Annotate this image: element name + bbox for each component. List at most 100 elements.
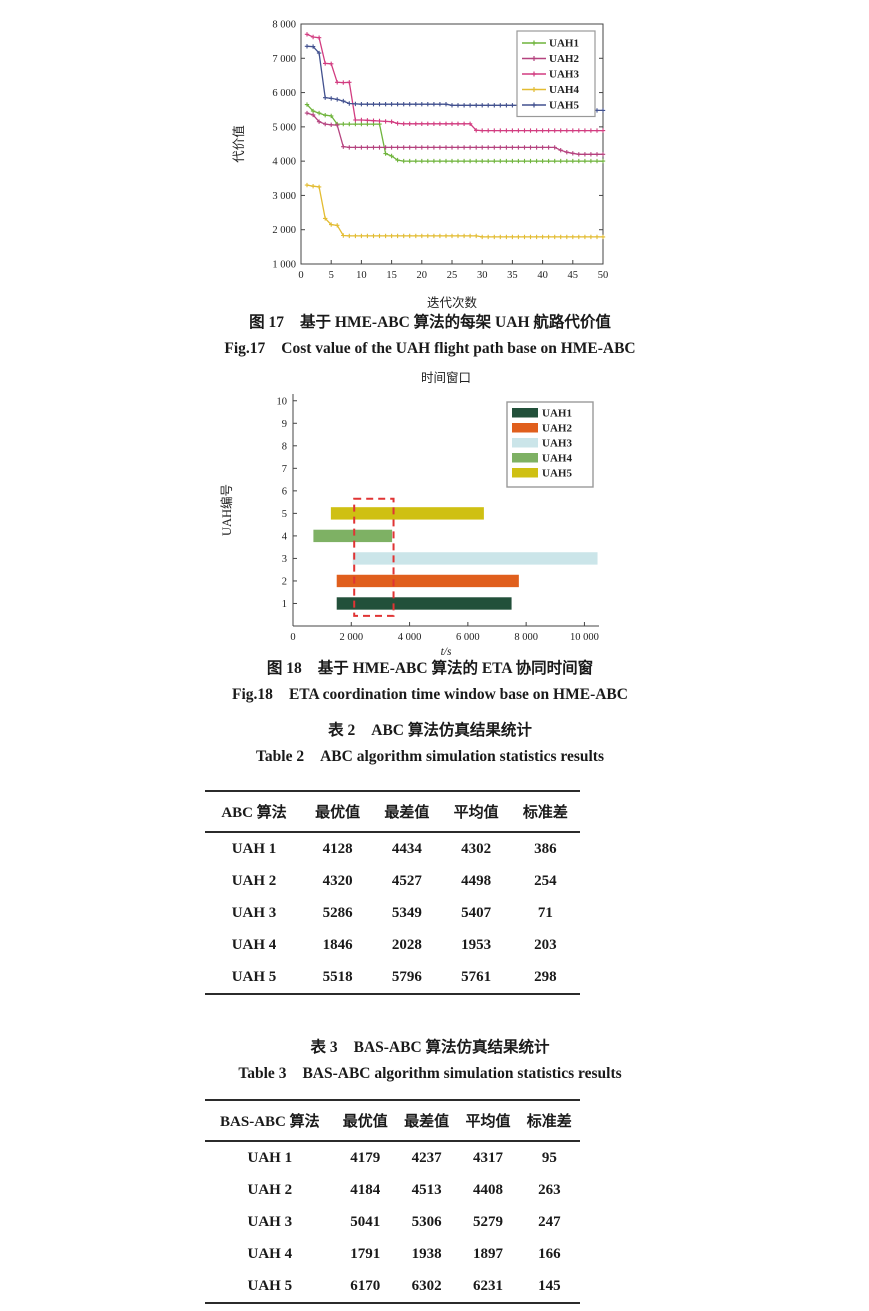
- table-cell: 5306: [411, 1213, 442, 1230]
- table-cell: 5279: [472, 1213, 503, 1230]
- table-3-bas-abc-results: BAS-ABC 算法 最优值 最差值 平均值 标准差 UAH 1 4179 4237 4317 9…: [205, 1099, 580, 1304]
- table-cell: 4128: [322, 840, 353, 857]
- table-2-caption-en: Table 2 ABC algorithm simulation statisti…: [90, 744, 770, 770]
- table-cell: 5761: [461, 968, 492, 985]
- table-row: UAH 1 4128 4434 4302 386: [205, 832, 580, 865]
- table-cell: 2028: [391, 936, 422, 953]
- x-tick-label: 6 000: [456, 632, 480, 643]
- x-tick-label: 45: [568, 270, 579, 281]
- table-cell: 4408: [472, 1181, 503, 1198]
- y-tick-label: 1 000: [272, 260, 296, 271]
- table-3-caption-en: Table 3 BAS-ABC algorithm simulation stat…: [90, 1061, 770, 1087]
- x-tick-label: 4 000: [398, 632, 422, 643]
- y-tick-label: 8 000: [272, 20, 296, 31]
- y-tick-label: 5 000: [272, 122, 296, 133]
- y-tick-label: 1: [282, 599, 287, 610]
- time-window-bar-UAH2: [336, 574, 519, 588]
- y-tick-label: 3: [282, 554, 287, 565]
- y-axis-label: UAH编号: [219, 484, 234, 536]
- table-cell: 386: [534, 840, 557, 857]
- time-window-bar-UAH1: [336, 597, 512, 610]
- legend-label: UAH2: [549, 53, 579, 65]
- table-cell: 6170: [350, 1277, 381, 1294]
- x-tick-label: 20: [417, 270, 428, 281]
- legend-label: UAH1: [549, 38, 579, 50]
- series-markers-UAH4: [304, 182, 606, 240]
- table-cell: 95: [541, 1149, 557, 1166]
- x-axis-label: t/s: [441, 646, 452, 656]
- table-cell: UAH 1: [247, 1149, 293, 1166]
- table-3-number-zh: 表 3: [310, 1039, 338, 1056]
- x-tick-label: 25: [447, 270, 458, 281]
- x-tick-label: 0: [290, 632, 295, 643]
- y-tick-label: 5: [282, 509, 287, 520]
- table-cell: 145: [538, 1277, 561, 1294]
- figure-17-number-en: Fig.17: [224, 340, 266, 357]
- x-tick-label: 2 000: [339, 632, 363, 643]
- legend-label: UAH1: [542, 408, 572, 420]
- y-tick-label: 2: [282, 576, 287, 587]
- fig17-line-chart: 1 000 2 000 3 000 4 000 5 000 6 000 7 000 8 000…: [231, 20, 609, 311]
- table-row: UAH 3 5041 5306 5279 247: [205, 1206, 580, 1238]
- x-tick-label: 50: [598, 270, 609, 281]
- x-tick-label: 10 000: [570, 632, 599, 643]
- y-tick-label: 6: [282, 486, 287, 497]
- table-cell: 5796: [391, 968, 422, 985]
- table-3-title-zh: BAS-ABC 算法仿真结果统计: [353, 1039, 550, 1056]
- table-cell: 5349: [391, 904, 422, 921]
- x-tick-label: 8 000: [514, 632, 538, 643]
- table-cell: UAH 4: [231, 936, 277, 953]
- table-row: UAH 4 1846 2028 1953 203: [205, 929, 580, 961]
- table-row: UAH 1 4179 4237 4317 95: [205, 1141, 580, 1174]
- column-header: BAS-ABC 算法: [220, 1114, 320, 1130]
- table-row: UAH 5 6170 6302 6231 145: [205, 1270, 580, 1303]
- x-tick-label: 15: [386, 270, 397, 281]
- table-cell: 4498: [461, 872, 492, 889]
- table-2-number-zh: 表 2: [328, 722, 356, 739]
- table-row: UAH 5 5518 5796 5761 298: [205, 961, 580, 994]
- table-3-number-en: Table 3: [238, 1065, 287, 1082]
- table-cell: 6302: [411, 1277, 442, 1294]
- table-cell: 4302: [461, 840, 492, 857]
- table-cell: 1953: [461, 936, 492, 953]
- y-tick-label: 6 000: [272, 88, 296, 99]
- legend-label: UAH5: [542, 468, 572, 480]
- figure-18-number-zh: 图 18: [266, 660, 302, 677]
- table-cell: 4434: [391, 840, 422, 857]
- table-cell: 5286: [322, 904, 353, 921]
- column-header: 最差值: [384, 805, 430, 821]
- figure-17-caption-zh: 图 17 基于 HME-ABC 算法的每架 UAH 航路代价值: [90, 310, 770, 336]
- figure-18: 时间窗口 1 2 3 4 5 6 7 8 9 10 0 2 000 4 000 6 000 8 000 10 0…: [90, 368, 770, 708]
- content-column: 1 000 2 000 3 000 4 000 5 000 6 000 7 000 8 000…: [90, 14, 770, 1304]
- table-cell: 203: [534, 936, 557, 953]
- y-tick-label: 10: [277, 396, 288, 407]
- x-tick-label: 5: [329, 270, 334, 281]
- y-tick-label: 3 000: [272, 191, 296, 202]
- table-3-title-en: BAS-ABC algorithm simulation statistics …: [302, 1065, 622, 1082]
- y-tick-label: 7: [282, 464, 287, 475]
- figure-18-title-en: ETA coordination time window base on HME…: [288, 686, 628, 703]
- figure-17-title-en: Cost value of the UAH flight path base o…: [281, 340, 636, 357]
- table-row: UAH 2 4184 4513 4408 263: [205, 1174, 580, 1206]
- series-line-UAH4: [306, 184, 603, 238]
- table-cell: UAH 1: [231, 840, 277, 857]
- highlight-dashed-rect: [353, 497, 395, 617]
- table-cell: 4237: [411, 1149, 442, 1166]
- table-2-number-en: Table 2: [256, 748, 305, 765]
- column-header: 最优值: [342, 1114, 388, 1130]
- table-cell: 4320: [322, 872, 353, 889]
- x-tick-label: 30: [477, 270, 488, 281]
- table-cell: 4184: [350, 1181, 381, 1198]
- table-cell: UAH 3: [231, 904, 277, 921]
- time-window-bar-UAH4: [313, 529, 393, 543]
- table-cell: 5407: [461, 904, 492, 921]
- table-cell: 166: [538, 1245, 561, 1262]
- y-tick-label: 4 000: [272, 157, 296, 168]
- y-tick-label: 2 000: [272, 225, 296, 236]
- table-row: UAH 4 1791 1938 1897 166: [205, 1238, 580, 1270]
- chart-title: 时间窗口: [421, 371, 471, 385]
- table-cell: UAH 3: [247, 1213, 293, 1230]
- legend-label: UAH3: [549, 69, 579, 81]
- x-tick-label: 35: [507, 270, 518, 281]
